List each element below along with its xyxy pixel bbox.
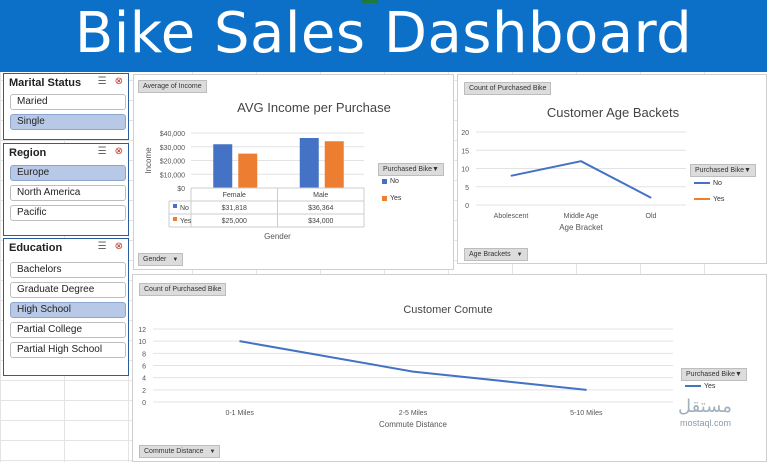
series-line-no bbox=[510, 160, 652, 199]
clear-filter-icon[interactable]: ⊗ bbox=[114, 241, 123, 252]
legend-item-yes: Yes bbox=[694, 196, 724, 203]
legend-item-no: No bbox=[382, 178, 399, 185]
y-tick-label: 0 bbox=[142, 400, 146, 407]
dashboard-title: Bike Sales Dashboard bbox=[74, 1, 693, 66]
data-point bbox=[650, 197, 652, 199]
commute-chart-panel: Count of Purchased Bike Customer Comute … bbox=[132, 274, 767, 462]
table-cell-value: $36,364 bbox=[308, 205, 333, 212]
bar-no-female bbox=[213, 144, 233, 188]
x-tick-label: 5-10 Miles bbox=[570, 410, 603, 417]
x-axis-title: Commute Distance bbox=[379, 420, 448, 429]
slicer-item-north-america[interactable]: North America bbox=[10, 185, 126, 201]
y-tick-label: 2 bbox=[142, 388, 146, 395]
slicer-title: Education bbox=[9, 242, 63, 254]
bar-yes-female bbox=[238, 153, 258, 188]
multi-select-icon[interactable]: ☰ bbox=[97, 241, 107, 252]
bar-yes-male bbox=[324, 141, 344, 188]
y-tick-label: 6 bbox=[142, 364, 146, 371]
slicer-education: Education ☰ ⊗ Bachelors Graduate Degree H… bbox=[3, 238, 129, 376]
data-point bbox=[585, 389, 587, 391]
axis-field-button-commute-distance[interactable]: Commute Distance ▼ bbox=[139, 445, 221, 458]
y-tick-label: $30,000 bbox=[160, 145, 185, 152]
y-tick-label: 15 bbox=[461, 148, 469, 155]
cell-selection-marker bbox=[362, 0, 378, 3]
legend-filter-button[interactable]: Purchased Bike▼ bbox=[690, 164, 756, 177]
y-tick-label: $40,000 bbox=[160, 131, 185, 138]
slicer-item-maried[interactable]: Maried bbox=[10, 94, 126, 110]
age-chart-title: Customer Age Backets bbox=[546, 105, 680, 120]
multi-select-icon[interactable]: ☰ bbox=[97, 146, 107, 157]
commute-chart: 0 2 4 6 8 10 12 0-1 Miles 2-5 Miles 5-10 Miles Com… bbox=[138, 327, 673, 429]
age-chart-panel: Count of Purchased Bike Customer Age Bac… bbox=[457, 74, 767, 264]
slicer-item-high-school[interactable]: High School bbox=[10, 302, 126, 318]
y-tick-label: $20,000 bbox=[160, 159, 185, 166]
x-tick-label: Abolescent bbox=[494, 213, 529, 220]
table-legend-key bbox=[173, 204, 177, 208]
y-tick-label: 12 bbox=[138, 327, 146, 334]
clear-filter-icon[interactable]: ⊗ bbox=[114, 146, 123, 157]
x-tick-label: Middle Age bbox=[564, 213, 599, 220]
clear-filter-icon[interactable]: ⊗ bbox=[114, 76, 123, 87]
data-point bbox=[580, 160, 582, 162]
x-tick-label: Old bbox=[646, 213, 657, 220]
x-tick-label: Female bbox=[223, 192, 246, 199]
income-chart-panel: Average of Income AVG Income per Purchas… bbox=[133, 74, 454, 270]
slicer-item-pacific[interactable]: Pacific bbox=[10, 205, 126, 221]
y-tick-label: $10,000 bbox=[160, 172, 185, 179]
y-tick-label: $0 bbox=[177, 186, 185, 193]
data-point bbox=[239, 340, 241, 342]
watermark-logo: مستقل bbox=[678, 396, 732, 417]
axis-field-button-gender[interactable]: Gender ▼ bbox=[138, 253, 184, 266]
income-chart-title: AVG Income per Purchase bbox=[237, 100, 391, 115]
table-cell-value: $34,000 bbox=[308, 218, 333, 225]
y-tick-label: 8 bbox=[142, 351, 146, 358]
slicer-item-single[interactable]: Single bbox=[10, 114, 126, 130]
multi-select-icon[interactable]: ☰ bbox=[97, 76, 107, 87]
axis-field-button-age-brackets[interactable]: Age Brackets ▼ bbox=[464, 248, 528, 261]
dashboard-banner: Bike Sales Dashboard bbox=[0, 0, 767, 72]
slicer-item-partial-high-school[interactable]: Partial High School bbox=[10, 342, 126, 358]
x-tick-label: Male bbox=[313, 192, 328, 199]
field-button-count-purchased[interactable]: Count of Purchased Bike bbox=[464, 82, 552, 95]
watermark-text: mostaql.com bbox=[680, 418, 732, 428]
slicer-region: Region ☰ ⊗ Europe North America Pacific bbox=[3, 143, 129, 236]
y-tick-label: 10 bbox=[138, 339, 146, 346]
x-tick-label: 0-1 Miles bbox=[225, 410, 254, 417]
age-chart: 0 5 10 15 20 Abolescent Middle Age Old Age Brack… bbox=[461, 130, 686, 232]
y-tick-label: 20 bbox=[461, 130, 469, 137]
y-tick-label: 4 bbox=[142, 376, 146, 383]
slicer-item-partial-college[interactable]: Partial College bbox=[10, 322, 126, 338]
table-row-label: Yes bbox=[180, 218, 192, 225]
y-axis-title: Income bbox=[144, 147, 153, 174]
y-tick-label: 10 bbox=[461, 167, 469, 174]
legend-item-yes: Yes bbox=[685, 383, 715, 390]
x-axis-title: Age Bracket bbox=[559, 223, 603, 232]
field-button-average-income[interactable]: Average of Income bbox=[138, 80, 207, 93]
table-cell-value: $25,000 bbox=[222, 218, 247, 225]
slicer-title: Region bbox=[9, 147, 47, 159]
x-tick-label: 2-5 Miles bbox=[399, 410, 428, 417]
slicer-item-bachelors[interactable]: Bachelors bbox=[10, 262, 126, 278]
legend-filter-button[interactable]: Purchased Bike▼ bbox=[378, 163, 444, 176]
slicer-title: Marital Status bbox=[9, 77, 82, 89]
field-button-count-purchased[interactable]: Count of Purchased Bike bbox=[139, 283, 227, 296]
table-cell-value: $31,818 bbox=[222, 205, 247, 212]
table-legend-key bbox=[173, 217, 177, 221]
y-tick-label: 5 bbox=[465, 185, 469, 192]
data-point bbox=[412, 371, 414, 373]
income-chart: $0 $10,000 $20,000 $30,000 $40,000 Income Fema… bbox=[144, 131, 365, 241]
commute-chart-title: Customer Comute bbox=[403, 304, 493, 316]
x-axis-title: Gender bbox=[264, 232, 291, 241]
slicer-item-europe[interactable]: Europe bbox=[10, 165, 126, 181]
table-row-label: No bbox=[180, 205, 189, 212]
legend-item-no: No bbox=[694, 180, 722, 187]
slicer-marital-status: Marital Status ☰ ⊗ Maried Single bbox=[3, 73, 129, 140]
legend-filter-button[interactable]: Purchased Bike▼ bbox=[681, 368, 747, 381]
slicer-item-graduate-degree[interactable]: Graduate Degree bbox=[10, 282, 126, 298]
legend-item-yes: Yes bbox=[382, 195, 401, 202]
data-point bbox=[510, 175, 512, 177]
bar-no-male bbox=[299, 137, 319, 188]
y-tick-label: 0 bbox=[465, 203, 469, 210]
